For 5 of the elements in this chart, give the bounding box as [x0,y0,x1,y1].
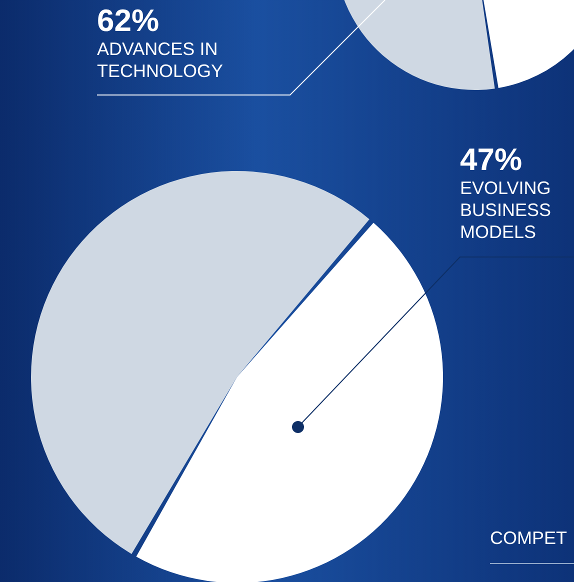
slice-label: EVOLVING BUSINESS MODELS [460,177,552,243]
data-label: 62% [97,3,160,38]
slice-label: ADVANCES IN TECHNOLOGY [97,38,224,82]
data-label: 47% [460,142,524,177]
text: COMPET [490,528,568,550]
